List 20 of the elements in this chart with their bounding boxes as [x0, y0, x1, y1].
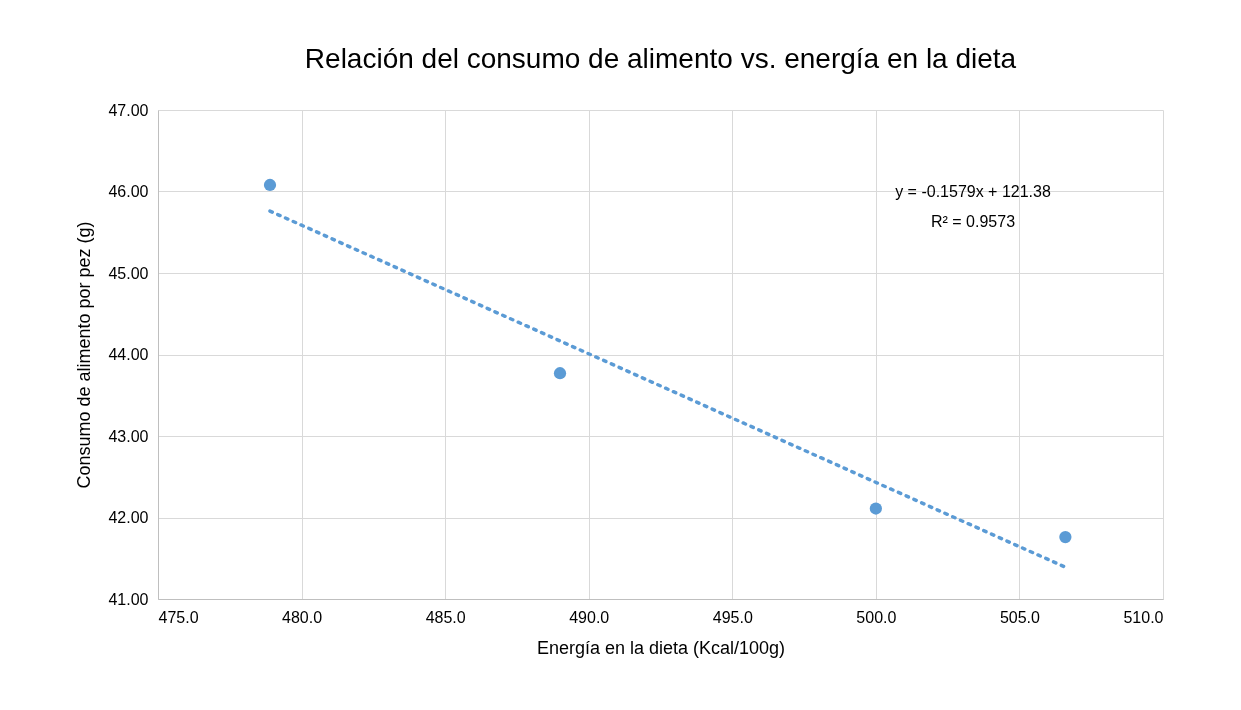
y-tick-label: 43.00: [108, 427, 149, 445]
x-tick-label: 475.0: [158, 608, 199, 626]
y-tick-label: 46.00: [108, 183, 149, 200]
y-axis-title: Consumo de alimento por pez (g): [74, 221, 95, 489]
x-tick-label: 505.0: [999, 608, 1041, 626]
x-tick-label: 480.0: [282, 608, 323, 626]
y-tick-label: 42.00: [108, 509, 149, 526]
x-tick-label: 500.0: [856, 608, 897, 626]
x-axis-title: Energía en la dieta (Kcal/100g): [536, 637, 786, 658]
annotation: y = -0.1579x + 121.38: [895, 183, 1051, 200]
y-tick-label: 47.00: [108, 101, 149, 119]
x-tick-label: 490.0: [569, 608, 610, 626]
chart-title: Relación del consumo de alimento vs. energía en la dieta: [304, 43, 1017, 74]
annotation: R² = 0.9573: [930, 213, 1016, 230]
x-tick-label: 485.0: [425, 608, 466, 626]
y-tick-label: 45.00: [108, 264, 149, 282]
x-tick-label: 510.0: [1123, 608, 1164, 626]
y-tick-label: 44.00: [108, 346, 149, 363]
y-tick-label: 41.00: [108, 590, 149, 608]
x-tick-label: 495.0: [712, 608, 753, 626]
